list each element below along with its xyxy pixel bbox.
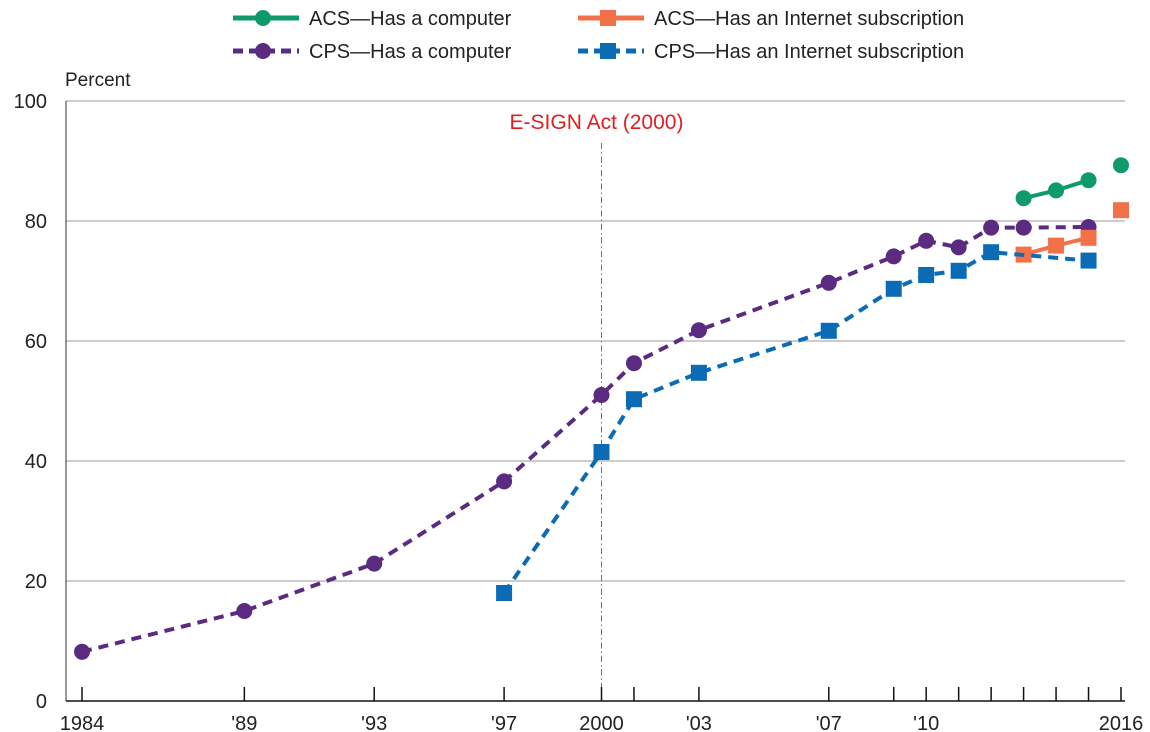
data-point-cps-has-a-computer-2011	[951, 239, 967, 255]
data-point-acs-has-an-internet-subscription-2014	[1048, 238, 1064, 254]
data-point-cps-has-an-internet-subscription-2000	[594, 444, 610, 460]
legend-swatch-marker	[255, 10, 271, 26]
x-tick-label-2000: 2000	[579, 713, 624, 732]
series-cps-has-a-computer	[74, 219, 1097, 660]
data-point-cps-has-an-internet-subscription-2012	[983, 244, 999, 260]
legend-item-acs-has-a-computer: ACS—Has a computer	[233, 8, 512, 30]
data-point-cps-has-a-computer-2010	[918, 233, 934, 249]
data-point-acs-has-a-computer-2013	[1016, 190, 1032, 206]
annotation-label: E-SIGN Act (2000)	[510, 111, 684, 134]
x-tick-label-1997: '97	[491, 713, 517, 732]
series-acs-has-an-internet-subscription	[1016, 202, 1129, 262]
legend-label: CPS—Has a computer	[309, 41, 512, 63]
y-tick-label-80: 80	[25, 211, 47, 233]
data-point-cps-has-a-computer-1993	[366, 556, 382, 572]
legend-label: ACS—Has an Internet subscription	[654, 8, 964, 30]
legend-item-cps-has-an-internet-subscription: CPS—Has an Internet subscription	[578, 41, 964, 63]
y-tick-label-60: 60	[25, 331, 47, 353]
grid	[66, 101, 1125, 581]
legend-swatch-marker	[600, 43, 616, 59]
data-point-cps-has-an-internet-subscription-2010	[918, 267, 934, 283]
data-point-cps-has-a-computer-2013	[1016, 220, 1032, 236]
axes: 0 20 40 60 80 100 1984 '89 '93 '97 2000 '03 '07 '10 20…	[14, 91, 1144, 732]
x-tick-label-1993: '93	[361, 713, 387, 732]
y-tick-label-100: 100	[14, 91, 47, 113]
series-line-cps-has-a-computer-0	[82, 227, 1089, 652]
data-point-acs-has-a-computer-2016	[1113, 157, 1129, 173]
series-cps-has-an-internet-subscription	[496, 244, 1096, 601]
data-point-cps-has-an-internet-subscription-2003	[691, 365, 707, 381]
legend-label: CPS—Has an Internet subscription	[654, 41, 964, 63]
x-tick-label-1989: '89	[231, 713, 257, 732]
data-point-cps-has-a-computer-1984	[74, 644, 90, 660]
y-tick-label-20: 20	[25, 571, 47, 593]
data-point-cps-has-an-internet-subscription-1997	[496, 585, 512, 601]
legend-swatch-marker	[255, 43, 271, 59]
legend: ACS—Has a computer ACS—Has an Internet su…	[233, 8, 964, 63]
series-line-cps-has-an-internet-subscription-0	[504, 252, 1088, 593]
data-point-acs-has-a-computer-2015	[1081, 172, 1097, 188]
data-point-acs-has-a-computer-2014	[1048, 182, 1064, 198]
x-tick-label-2016: 2016	[1099, 713, 1144, 732]
data-point-cps-has-a-computer-2007	[821, 275, 837, 291]
series-acs-has-a-computer	[1016, 157, 1129, 206]
data-point-acs-has-an-internet-subscription-2016	[1113, 202, 1129, 218]
x-tick-label-2003: '03	[686, 713, 712, 732]
data-point-acs-has-an-internet-subscription-2015	[1081, 230, 1097, 246]
data-point-cps-has-a-computer-2001	[626, 355, 642, 371]
data-point-cps-has-an-internet-subscription-2001	[626, 391, 642, 407]
data-point-cps-has-a-computer-2012	[983, 220, 999, 236]
data-point-cps-has-a-computer-1997	[496, 473, 512, 489]
data-point-cps-has-a-computer-2009	[886, 248, 902, 264]
data-point-cps-has-a-computer-2000	[594, 387, 610, 403]
annotations: E-SIGN Act (2000)	[510, 111, 684, 701]
x-tick-label-2007: '07	[816, 713, 842, 732]
y-tick-label-0: 0	[36, 691, 47, 713]
legend-label: ACS—Has a computer	[309, 8, 512, 30]
y-tick-label-40: 40	[25, 451, 47, 473]
data-point-cps-has-a-computer-1989	[236, 603, 252, 619]
x-tick-label-1984: 1984	[60, 713, 105, 732]
data-point-cps-has-an-internet-subscription-2011	[951, 263, 967, 279]
data-point-cps-has-a-computer-2003	[691, 322, 707, 338]
legend-item-cps-has-a-computer: CPS—Has a computer	[233, 41, 512, 63]
data-point-cps-has-an-internet-subscription-2007	[821, 323, 837, 339]
data-point-cps-has-an-internet-subscription-2009	[886, 281, 902, 297]
data-point-cps-has-an-internet-subscription-2015	[1081, 253, 1097, 269]
y-axis-label: Percent	[65, 70, 131, 91]
legend-swatch-marker	[600, 10, 616, 26]
x-tick-label-2010: '10	[913, 713, 939, 732]
legend-item-acs-has-an-internet-subscription: ACS—Has an Internet subscription	[578, 8, 964, 30]
